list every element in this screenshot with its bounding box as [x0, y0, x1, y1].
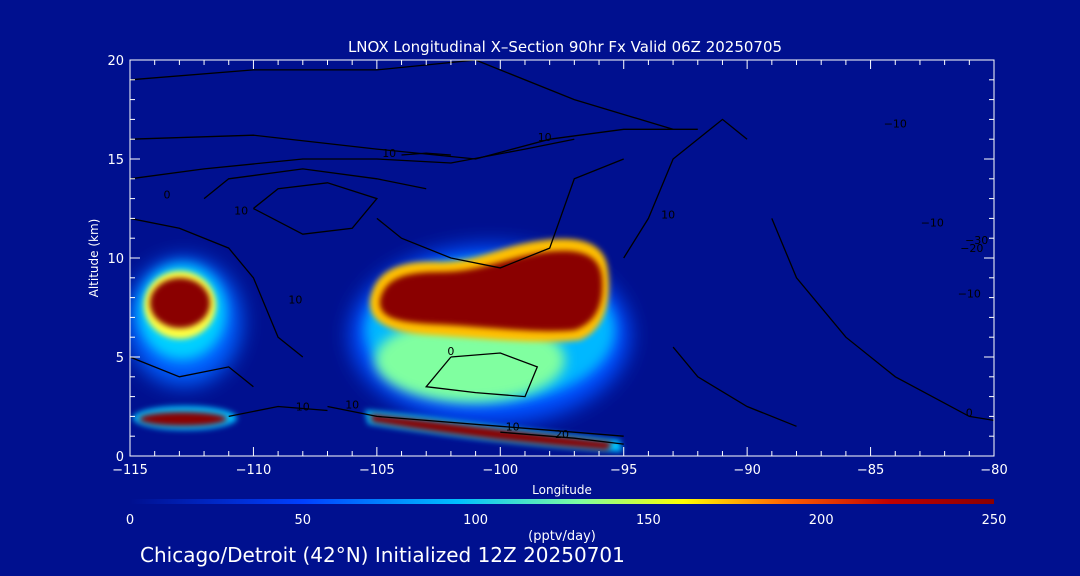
x-tick-label: −110: [236, 463, 272, 478]
contour-label: −30: [965, 234, 988, 247]
y-tick-label: 20: [107, 54, 124, 69]
field-band-central-core: [370, 414, 612, 450]
lnox-field: [130, 238, 630, 452]
colorbar-tick-label: 250: [982, 513, 1007, 528]
contour-line: [672, 346, 797, 427]
contour-label: 10: [661, 208, 675, 221]
contour-label: 0: [966, 406, 973, 419]
x-tick-label: −95: [610, 463, 637, 478]
x-tick-label: −90: [733, 463, 760, 478]
contour-line: [203, 168, 427, 200]
footer-caption-text: Chicago/Detroit (42°N) Initialized 12Z 2…: [140, 543, 625, 567]
contour-label-group: 0 10 10 10 10 10 10 10 20 10 0 −10 −10 −20−30 −10 0: [164, 117, 989, 441]
y-tick-label: 15: [107, 153, 124, 168]
contour-line: [228, 405, 328, 418]
contour-label: 20: [555, 428, 569, 441]
footer-caption: Chicago/Detroit (42°N) Initialized 12Z 2…: [140, 543, 625, 567]
colorbar-tick-label: 200: [809, 513, 834, 528]
field-band-west-core: [139, 412, 227, 426]
colorbar-tick-label: 0: [126, 513, 134, 528]
colorbar-tick-label: 100: [463, 513, 488, 528]
y-tick-label: 5: [116, 351, 124, 366]
contour-label: −10: [958, 288, 981, 301]
colorbar-label: (pptv/day): [528, 529, 596, 544]
x-tick-label: −105: [359, 463, 395, 478]
field-cell-west-core: [150, 278, 210, 328]
contour-line: [130, 217, 304, 358]
contour-lines: [130, 60, 994, 445]
contour-label: −10: [884, 117, 907, 130]
y-tick-label: 0: [116, 450, 124, 465]
contour-line: [252, 182, 379, 235]
contour-label: 0: [164, 189, 171, 202]
contour-line: [500, 431, 624, 445]
field-cell-central-core: [379, 250, 603, 332]
contour-line: [401, 152, 451, 156]
chart-title: LNOX Longitudinal X–Section 90hr Fx Vali…: [348, 38, 782, 56]
contour-line: [130, 356, 254, 388]
contour-line: [424, 352, 539, 398]
contour-label: 10: [288, 294, 302, 307]
x-tick-label: −85: [857, 463, 884, 478]
contour-line: [623, 118, 748, 259]
contour-label: −20: [960, 242, 983, 255]
contour-label: 10: [345, 399, 359, 412]
contour-line: [130, 138, 575, 180]
y-tick-label: 10: [107, 252, 124, 267]
contour-line: [376, 158, 624, 269]
contour-label: 10: [538, 131, 552, 144]
x-axis-label: Longitude: [532, 483, 592, 497]
colorbar-tick-label: 50: [295, 513, 312, 528]
x-tick-label: −80: [980, 463, 1007, 478]
contour-label: 10: [506, 420, 520, 433]
colorbar-tick-label: 150: [636, 513, 661, 528]
contour-line: [771, 218, 994, 422]
contour-label: −10: [921, 216, 944, 229]
x-tick-label: −100: [482, 463, 518, 478]
contour-label: 10: [296, 401, 310, 414]
contour-label: 10: [382, 147, 396, 160]
y-axis-label: Altitude (km): [87, 219, 101, 298]
x-tick-label: −115: [112, 463, 148, 478]
colorbar: [130, 499, 994, 504]
colorbar-ticks: 0 50 100 150 200 250: [126, 513, 1007, 528]
contour-label: 0: [447, 345, 454, 358]
contour-line: [327, 405, 624, 437]
contour-label: 10: [234, 204, 248, 217]
